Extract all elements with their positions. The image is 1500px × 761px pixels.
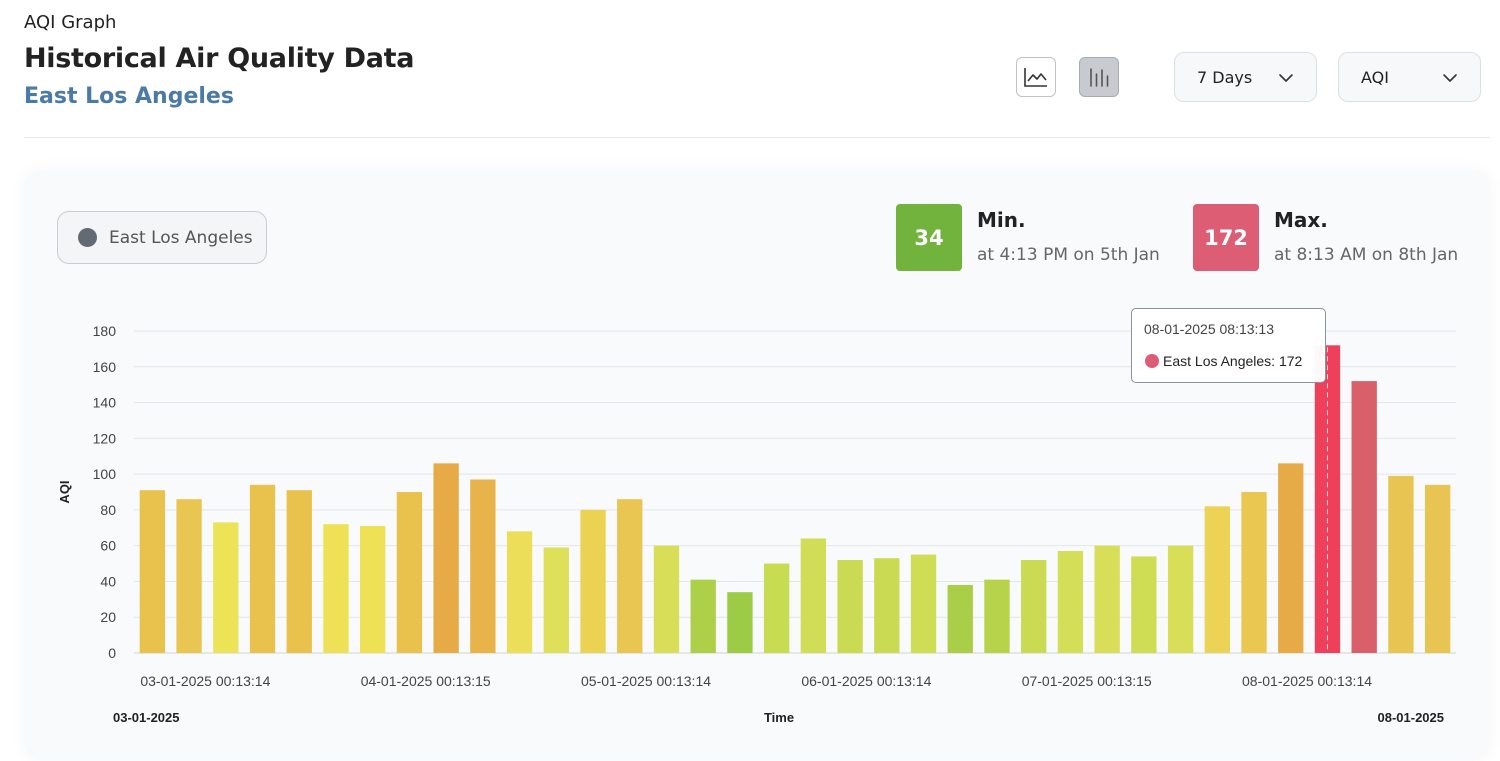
y-tick-label: 100: [93, 466, 117, 482]
x-axis-title: Time: [764, 710, 794, 725]
location-name: East Los Angeles: [24, 84, 234, 109]
x-tick-label: 04-01-2025 00:13:15: [361, 673, 491, 689]
max-value-badge: 172: [1193, 204, 1259, 271]
legend-label: East Los Angeles: [109, 227, 253, 248]
x-tick-label: 03-01-2025 00:13:14: [140, 673, 270, 689]
bar: [1241, 492, 1267, 653]
bar: [213, 522, 239, 653]
bar: [1094, 545, 1120, 653]
bar: [800, 538, 827, 653]
metric-value: AQI: [1361, 67, 1389, 87]
bar: [1167, 545, 1194, 653]
tooltip-time: 08-01-2025 08:13:13: [1144, 321, 1274, 337]
tooltip-series-text: East Los Angeles: 172: [1163, 353, 1303, 369]
header: AQI Graph Historical Air Quality Data Ea…: [24, 12, 414, 109]
x-range-start-label: 03-01-2025: [113, 710, 180, 725]
bar: [1278, 463, 1304, 653]
bar: [1424, 484, 1451, 653]
bar: [323, 524, 349, 653]
bar: [1021, 559, 1047, 653]
min-label: Min.: [977, 208, 1026, 232]
y-axis-title: AQI: [57, 480, 72, 503]
max-label: Max.: [1274, 208, 1328, 232]
line-chart-icon: [1024, 68, 1047, 87]
bar: [727, 592, 753, 653]
page-title: Historical Air Quality Data: [24, 43, 415, 74]
y-tick-label: 160: [93, 359, 117, 375]
max-stat: 172 Max. at 8:13 AM on 8th Jan: [1193, 204, 1458, 272]
range-value: 7 Days: [1197, 67, 1253, 87]
bar: [1204, 506, 1230, 653]
y-tick-label: 180: [93, 323, 117, 339]
y-tick-label: 120: [93, 430, 117, 446]
bar: [837, 559, 863, 653]
x-tick-label: 05-01-2025 00:13:14: [581, 673, 711, 689]
bar: [874, 558, 900, 653]
line-chart-button[interactable]: [1016, 57, 1056, 97]
bar-chart-icon: [1090, 68, 1109, 87]
chevron-down-icon: [1443, 74, 1457, 82]
y-tick-label: 80: [100, 502, 116, 518]
chevron-down-icon: [1279, 74, 1293, 82]
metric-dropdown[interactable]: AQI: [1338, 52, 1481, 102]
bar: [617, 499, 643, 653]
bar: [433, 463, 459, 653]
bar: [396, 492, 423, 653]
bar: [947, 585, 973, 653]
x-tick-label: 07-01-2025 00:13:15: [1022, 673, 1152, 689]
bar: [1351, 381, 1377, 653]
bar: [176, 499, 202, 653]
tooltip-dot: [1145, 354, 1159, 368]
chart-tooltip: 08-01-2025 08:13:13 East Los Angeles: 17…: [1131, 308, 1326, 383]
tooltip-series-row: East Los Angeles: 172: [1145, 353, 1302, 369]
bar: [249, 484, 276, 653]
bar: [910, 554, 937, 653]
bar: [1388, 475, 1414, 653]
bar: [984, 579, 1010, 653]
bar: [470, 479, 496, 653]
bar: [1131, 556, 1157, 653]
bar: [690, 579, 716, 653]
bar-chart-button[interactable]: [1079, 57, 1119, 97]
y-tick-label: 0: [108, 645, 116, 661]
min-time: at 4:13 PM on 5th Jan: [977, 245, 1160, 265]
bar: [763, 563, 790, 653]
legend-dot: [78, 228, 97, 247]
bar: [139, 490, 166, 653]
bar: [286, 490, 312, 653]
small-title: AQI Graph: [24, 12, 117, 33]
bar: [360, 525, 386, 653]
legend-toggle-east-los-angeles[interactable]: East Los Angeles: [57, 211, 267, 264]
min-value-badge: 34: [896, 204, 962, 271]
bar: [580, 509, 606, 653]
y-tick-label: 20: [100, 609, 116, 625]
min-stat: 34 Min. at 4:13 PM on 5th Jan: [896, 204, 1160, 272]
max-time: at 8:13 AM on 8th Jan: [1274, 245, 1459, 265]
x-range-end-label: 08-01-2025: [1378, 710, 1445, 725]
y-tick-label: 140: [93, 395, 117, 411]
bar: [506, 531, 533, 653]
bar: [653, 545, 680, 653]
bar: [1057, 551, 1084, 653]
y-tick-label: 60: [100, 538, 116, 554]
header-divider: [24, 137, 1490, 138]
x-tick-label: 06-01-2025 00:13:14: [801, 673, 931, 689]
toolbar: 7 Days AQI: [1010, 52, 1490, 102]
bar: [1314, 345, 1341, 653]
range-dropdown[interactable]: 7 Days: [1174, 52, 1317, 102]
y-tick-label: 40: [100, 573, 116, 589]
bar: [543, 547, 569, 653]
x-tick-label: 08-01-2025 00:13:14: [1242, 673, 1372, 689]
